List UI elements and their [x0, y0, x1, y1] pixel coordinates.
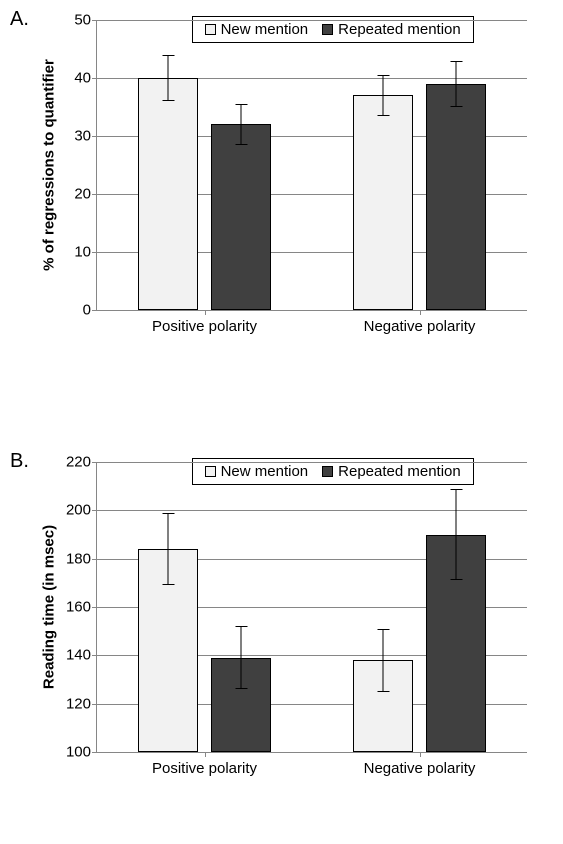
xtick-label: Negative polarity	[364, 752, 476, 777]
ytick-label: 40	[74, 70, 97, 87]
error-bar	[382, 75, 383, 116]
panel-b-label: B.	[10, 450, 29, 473]
panel-b: B. Reading time (in msec) New mentionRep…	[30, 450, 550, 820]
bar	[426, 84, 486, 310]
error-bar	[167, 513, 168, 586]
ytick-label: 220	[66, 454, 97, 471]
ytick-label: 160	[66, 599, 97, 616]
legend-label: New mention	[221, 463, 309, 480]
legend-swatch	[322, 466, 333, 477]
panel-a-label: A.	[10, 8, 29, 31]
gridline	[97, 510, 527, 511]
bar	[138, 78, 198, 310]
ylabel-b: Reading time (in msec)	[41, 525, 58, 689]
plot-area-b: Reading time (in msec) New mentionRepeat…	[96, 462, 527, 753]
panel-a: A. % of regressions to quantifier New me…	[30, 8, 550, 378]
error-bar	[241, 626, 242, 689]
ytick-label: 120	[66, 695, 97, 712]
ytick-label: 20	[74, 186, 97, 203]
error-bar	[456, 489, 457, 581]
error-bar	[456, 61, 457, 107]
error-bar	[241, 104, 242, 145]
ytick-label: 200	[66, 502, 97, 519]
legend-label: New mention	[221, 21, 309, 38]
ytick-label: 30	[74, 128, 97, 145]
error-bar	[167, 55, 168, 101]
page: A. % of regressions to quantifier New me…	[0, 0, 563, 844]
ytick-label: 50	[74, 12, 97, 29]
legend-item: New mention	[205, 463, 309, 480]
legend-label: Repeated mention	[338, 463, 461, 480]
legend-item: Repeated mention	[322, 21, 461, 38]
bar	[353, 95, 413, 310]
xtick-label: Positive polarity	[152, 752, 257, 777]
gridline	[97, 20, 527, 21]
ytick-label: 180	[66, 550, 97, 567]
ytick-label: 0	[83, 302, 97, 319]
plot-area-a: % of regressions to quantifier New menti…	[96, 20, 527, 311]
ytick-label: 140	[66, 647, 97, 664]
legend-swatch	[322, 24, 333, 35]
legend-label: Repeated mention	[338, 21, 461, 38]
bar	[211, 124, 271, 310]
ytick-label: 100	[66, 744, 97, 761]
gridline	[97, 462, 527, 463]
ytick-label: 10	[74, 244, 97, 261]
legend-swatch	[205, 24, 216, 35]
legend-item: Repeated mention	[322, 463, 461, 480]
legend-swatch	[205, 466, 216, 477]
legend-item: New mention	[205, 21, 309, 38]
error-bar	[382, 629, 383, 692]
xtick-label: Positive polarity	[152, 310, 257, 335]
xtick-label: Negative polarity	[364, 310, 476, 335]
ylabel-a: % of regressions to quantifier	[41, 59, 58, 271]
